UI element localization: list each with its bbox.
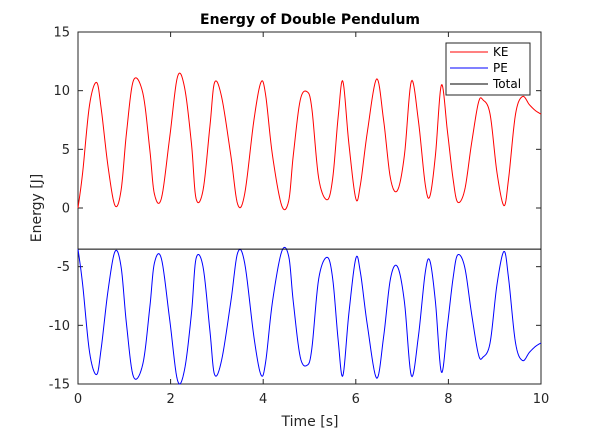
y-tick-label: 15 xyxy=(53,26,70,41)
y-tick-label: 0 xyxy=(62,202,70,217)
y-tick-label: -10 xyxy=(49,319,70,334)
chart-title: Energy of Double Pendulum xyxy=(200,12,420,28)
x-tick-label: 8 xyxy=(444,392,452,407)
ticks-group: 0 2 4 6 8 10 -15 -10 -5 0 5 10 15 xyxy=(49,26,550,408)
y-tick-label: -5 xyxy=(57,260,70,275)
x-tick-label: 2 xyxy=(166,392,174,407)
x-tick-label: 4 xyxy=(259,392,267,407)
legend-label-total: Total xyxy=(492,77,521,91)
x-tick-label: 0 xyxy=(74,392,82,407)
series-line-ke xyxy=(77,72,542,211)
legend: KE PE Total xyxy=(445,42,531,96)
y-axis-label: Energy [J] xyxy=(29,174,45,243)
series-line-pe xyxy=(77,246,542,385)
y-tick-label: -15 xyxy=(49,378,70,393)
legend-label-pe: PE xyxy=(493,61,508,75)
y-tick-label: 10 xyxy=(53,84,70,99)
x-tick-label: 10 xyxy=(533,392,550,407)
x-axis-label: Time [s] xyxy=(281,414,339,430)
x-tick-label: 6 xyxy=(352,392,360,407)
series-layer xyxy=(77,72,542,385)
legend-label-ke: KE xyxy=(493,45,508,59)
y-tick-label: 5 xyxy=(62,143,70,158)
